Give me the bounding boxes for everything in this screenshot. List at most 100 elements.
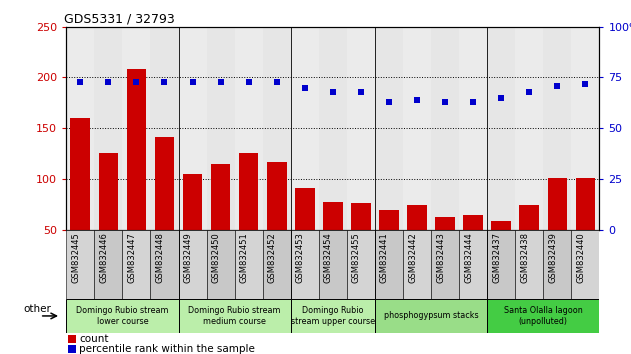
Text: GSM832453: GSM832453 xyxy=(296,232,305,283)
Point xyxy=(468,99,478,105)
Point xyxy=(131,79,141,84)
Text: GSM832449: GSM832449 xyxy=(184,232,192,283)
Text: GSM832437: GSM832437 xyxy=(492,232,501,283)
Text: Santa Olalla lagoon
(unpolluted): Santa Olalla lagoon (unpolluted) xyxy=(504,306,582,326)
Point xyxy=(187,79,198,84)
Bar xyxy=(319,27,347,230)
Bar xyxy=(487,299,599,333)
Bar xyxy=(375,299,487,333)
Text: GSM832450: GSM832450 xyxy=(211,232,221,283)
Bar xyxy=(492,221,511,281)
Bar xyxy=(211,164,230,281)
Bar xyxy=(179,299,291,333)
Text: GSM832447: GSM832447 xyxy=(127,232,136,283)
Point xyxy=(552,83,562,88)
Bar xyxy=(94,27,122,230)
Bar xyxy=(487,230,516,299)
Bar xyxy=(487,27,516,230)
Bar xyxy=(267,162,286,281)
Text: GSM832443: GSM832443 xyxy=(436,232,445,283)
Point xyxy=(328,89,338,95)
Point xyxy=(440,99,450,105)
Point xyxy=(581,81,591,86)
Bar xyxy=(235,27,262,230)
Bar xyxy=(291,230,319,299)
Text: GSM832455: GSM832455 xyxy=(352,232,361,283)
Point xyxy=(496,95,506,101)
Text: GSM832448: GSM832448 xyxy=(155,232,165,283)
Bar xyxy=(516,230,543,299)
Bar xyxy=(179,27,206,230)
Point xyxy=(300,85,310,91)
Point xyxy=(160,79,170,84)
Bar xyxy=(459,230,487,299)
Point xyxy=(272,79,282,84)
Bar xyxy=(66,299,179,333)
Bar xyxy=(347,27,375,230)
Bar xyxy=(516,27,543,230)
Bar xyxy=(463,215,483,281)
Point xyxy=(244,79,254,84)
Bar xyxy=(351,202,371,281)
Bar xyxy=(262,230,291,299)
Bar xyxy=(323,202,343,281)
Text: GSM832439: GSM832439 xyxy=(548,232,557,283)
Bar xyxy=(206,230,235,299)
Bar xyxy=(66,230,94,299)
Point xyxy=(412,97,422,103)
Bar xyxy=(179,230,206,299)
Text: Domingo Rubio
stream upper course: Domingo Rubio stream upper course xyxy=(291,306,375,326)
Bar xyxy=(347,230,375,299)
Bar xyxy=(291,27,319,230)
Bar xyxy=(206,27,235,230)
Bar xyxy=(407,205,427,281)
Point xyxy=(75,79,85,84)
Bar xyxy=(98,153,118,281)
Bar xyxy=(319,230,347,299)
Text: percentile rank within the sample: percentile rank within the sample xyxy=(80,344,255,354)
Bar xyxy=(375,27,403,230)
Bar xyxy=(68,335,76,343)
Text: GSM832445: GSM832445 xyxy=(71,232,80,283)
Point xyxy=(216,79,226,84)
Text: GSM832452: GSM832452 xyxy=(268,232,277,283)
Text: phosphogypsum stacks: phosphogypsum stacks xyxy=(384,312,478,320)
Text: other: other xyxy=(23,303,51,314)
Text: GSM832440: GSM832440 xyxy=(577,232,586,283)
Point xyxy=(103,79,114,84)
Bar xyxy=(127,69,146,281)
Bar xyxy=(375,230,403,299)
Bar xyxy=(155,137,174,281)
Bar xyxy=(183,174,203,281)
Bar xyxy=(66,27,94,230)
Bar xyxy=(295,188,315,281)
Bar xyxy=(122,27,150,230)
Text: GSM832438: GSM832438 xyxy=(521,232,529,283)
Bar xyxy=(262,27,291,230)
Bar xyxy=(548,178,567,281)
Bar xyxy=(431,27,459,230)
Bar xyxy=(150,230,179,299)
Bar xyxy=(122,230,150,299)
Text: GSM832446: GSM832446 xyxy=(99,232,109,283)
Text: count: count xyxy=(80,334,109,344)
Text: GSM832441: GSM832441 xyxy=(380,232,389,283)
Bar xyxy=(68,345,76,353)
Bar xyxy=(572,27,599,230)
Bar xyxy=(235,230,262,299)
Bar xyxy=(575,178,595,281)
Bar xyxy=(150,27,179,230)
Bar xyxy=(94,230,122,299)
Bar xyxy=(543,27,572,230)
Bar xyxy=(519,205,539,281)
Bar xyxy=(403,230,431,299)
Point xyxy=(384,99,394,105)
Text: GSM832451: GSM832451 xyxy=(240,232,249,283)
Point xyxy=(356,89,366,95)
Text: Domingo Rubio stream
lower course: Domingo Rubio stream lower course xyxy=(76,306,168,326)
Text: Domingo Rubio stream
medium course: Domingo Rubio stream medium course xyxy=(189,306,281,326)
Bar xyxy=(71,118,90,281)
Bar xyxy=(403,27,431,230)
Bar xyxy=(435,217,455,281)
Bar xyxy=(459,27,487,230)
